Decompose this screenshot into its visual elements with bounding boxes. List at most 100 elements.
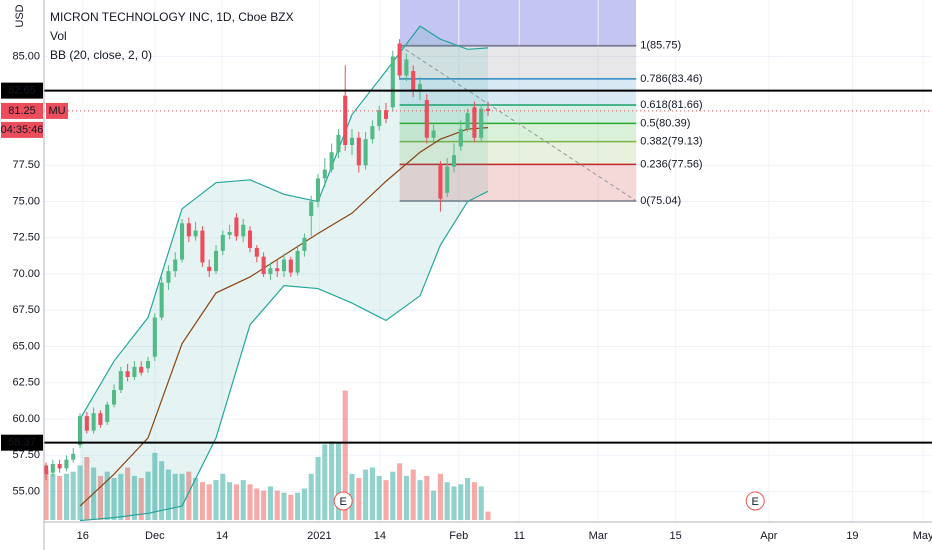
candle-body — [166, 271, 171, 283]
volume-bar — [159, 461, 165, 520]
currency-label: USD — [14, 4, 26, 27]
x-tick-label: Mar — [589, 530, 608, 542]
volume-bar — [104, 471, 110, 520]
volume-bar — [227, 482, 233, 520]
volume-bar — [315, 457, 321, 520]
volume-bar — [152, 452, 158, 520]
candle-body — [44, 465, 49, 475]
volume-bar — [131, 475, 137, 520]
volume-bar — [471, 482, 477, 520]
volume-bar — [356, 478, 362, 520]
candle-body — [349, 137, 355, 145]
volume-bar — [281, 492, 287, 520]
last-price-label: 81.25 — [8, 105, 36, 117]
candle-body — [254, 247, 259, 257]
volume-bar — [247, 484, 253, 520]
y-tick-label: 85.00 — [12, 50, 40, 62]
candle-body — [179, 223, 185, 260]
candle-body — [105, 404, 110, 422]
volume-bar — [376, 475, 382, 520]
x-tick-label: 19 — [846, 530, 858, 542]
candle-body — [431, 130, 436, 138]
volume-bar — [349, 473, 355, 520]
candle-body — [302, 237, 307, 251]
volume-bar — [403, 475, 409, 520]
countdown-label-box — [1, 121, 43, 138]
volume-bar — [118, 473, 124, 520]
candle-body — [465, 113, 470, 130]
candle-body — [193, 230, 198, 237]
volume-bar — [97, 475, 103, 520]
candle-body — [220, 234, 225, 251]
candle-body — [479, 108, 484, 138]
fib-label: 0.5(80.39) — [640, 117, 690, 129]
y-tick-label: 60.00 — [12, 413, 40, 425]
last-price-label-box — [1, 102, 43, 119]
volume-bar — [308, 473, 314, 520]
candle-body — [295, 250, 300, 273]
candle-body — [485, 108, 491, 111]
candle-body — [152, 317, 157, 357]
x-tick-label: 16 — [77, 530, 89, 542]
y-tick-label: 77.50 — [12, 159, 40, 171]
volume-bar — [57, 475, 63, 520]
candle-body — [132, 366, 137, 377]
volume-label: Vol — [50, 29, 67, 43]
y-tick-label: 70.00 — [12, 268, 40, 280]
volume-bar — [233, 484, 239, 520]
candle-body — [84, 416, 89, 431]
candle-body — [207, 266, 212, 272]
chart-title: MICRON TECHNOLOGY INC, 1D, Cboe BZX — [50, 10, 294, 24]
candle-body — [356, 137, 361, 166]
candle-body — [200, 230, 205, 263]
candle-body — [281, 259, 287, 272]
candle-body — [370, 126, 375, 140]
volume-bar — [84, 457, 90, 520]
y-tick-label: 62.50 — [12, 377, 40, 389]
volume-bar — [322, 444, 328, 520]
volume-bar — [295, 492, 301, 520]
candle-body — [438, 165, 443, 199]
candle-body — [247, 230, 253, 248]
countdown-label: 04:35:46 — [1, 124, 44, 136]
volume-bar — [369, 467, 375, 520]
fib-label: 1(85.75) — [640, 40, 681, 52]
y-tick-label: 55.00 — [12, 485, 40, 497]
fib-trend-line — [399, 45, 637, 202]
candle-body — [71, 453, 76, 460]
candle-body — [329, 152, 334, 170]
candle-body — [213, 250, 219, 272]
candle-body — [50, 464, 55, 473]
x-tick-label: 2021 — [307, 530, 331, 542]
y-tick-label: 65.00 — [12, 340, 40, 352]
candle-body — [417, 84, 423, 92]
volume-bar — [301, 488, 307, 520]
volume-bar — [274, 490, 280, 520]
volume-bar — [125, 467, 131, 520]
volume-bar — [424, 475, 430, 520]
volume-bar — [485, 511, 491, 520]
indicator-label: BB (20, close, 2, 0) — [50, 48, 152, 62]
volume-bar — [70, 471, 76, 520]
candle-body — [288, 259, 293, 273]
volume-bar — [465, 478, 471, 520]
y-tick-label: 57.50 — [12, 449, 40, 461]
volume-bar — [444, 482, 450, 520]
volume-bar — [254, 488, 260, 520]
candle-body — [336, 134, 341, 153]
candle-body — [363, 139, 368, 166]
candle-body — [322, 169, 327, 179]
candle-body — [424, 100, 429, 138]
volume-bar — [172, 473, 178, 520]
candle-body — [91, 413, 96, 431]
volume-bar — [288, 494, 294, 520]
fib-zone — [399, 45, 637, 79]
candle-body — [390, 56, 395, 108]
candle-body — [315, 178, 321, 202]
volume-bar — [193, 478, 199, 520]
candle-body — [275, 268, 280, 272]
x-tick-label: 11 — [514, 530, 525, 542]
earnings-label: E — [340, 496, 347, 508]
candle-body — [125, 371, 130, 377]
